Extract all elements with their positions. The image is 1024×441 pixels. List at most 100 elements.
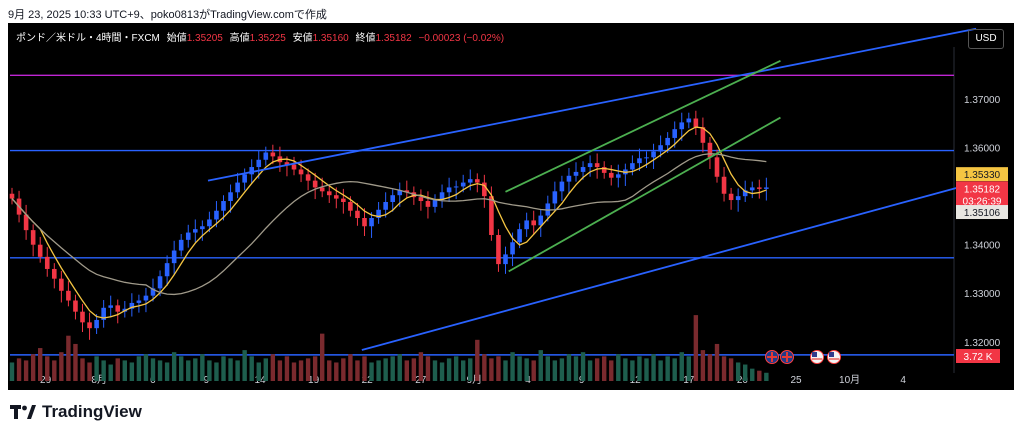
y-tick-label: 1.37000 [964,95,1001,106]
volume-bar [277,360,283,381]
volume-bar [630,360,635,381]
volume-bar [453,356,459,381]
candle-body [298,169,304,175]
volume-bar [94,356,99,381]
candle-body [446,187,452,193]
volume-bar [171,352,177,381]
candle-body [73,300,78,312]
brand-name: TradingView [42,402,142,421]
volume-bar [728,358,734,381]
y-tick-label: 1.34000 [964,241,1001,252]
currency-button[interactable]: USD [968,29,1004,49]
volume-bar [214,362,219,381]
volume-bar [411,358,417,381]
candle-body [249,167,254,175]
volume-bar [115,358,120,381]
volume-bar [341,358,346,381]
open-value: 1.35205 [186,33,223,44]
candle-body [453,186,459,188]
volume-bar [679,352,684,381]
volume-bar [735,362,741,381]
candle-body [651,151,656,158]
candle-body [383,201,388,210]
volume-bar [764,372,769,381]
candle-body [749,187,755,191]
candle-body [742,190,748,197]
volume-bar [425,356,431,381]
x-tick-label: 25 [790,375,802,386]
chart-panel[interactable]: ポンド／米ドル・4時間・FXCM 始値1.35205 高値1.35225 安値1… [8,23,1014,390]
candle-body [362,218,367,227]
volume-bar [284,356,290,381]
candle-body [601,167,607,173]
candle-body [637,158,642,164]
upper-channel-line [207,27,977,182]
candle-body [700,127,706,143]
symbol-title: ポンド／米ドル・4時間・FXCM [16,33,160,44]
candle-body [341,198,346,202]
volume-bar [73,343,78,381]
y-tick-label: 1.36000 [964,144,1001,155]
low-value: 1.35160 [312,33,349,44]
ma-fast-line [11,126,767,319]
volume-bar [59,352,64,381]
volume-bar [531,360,536,381]
candle-body [200,226,205,230]
volume-bar [30,354,36,381]
volume-bar [475,339,480,381]
candle-body [475,179,480,183]
candle-body [552,191,558,204]
candle-body [559,181,565,192]
candle-body [707,142,713,158]
ma_slow-price-label: 1.35106 [964,208,1001,219]
candle-body [207,219,212,227]
candle-body [80,311,85,323]
candle-body [517,229,522,243]
volume-bar [369,362,374,381]
candle-body [510,242,515,255]
volume-label: 3.72 K [964,352,993,363]
ma_slow-price-label-bg [956,205,1008,220]
volume-bar [87,362,92,381]
volume-bar [616,354,621,381]
candle-body [157,276,163,289]
open-label: 始値 [166,33,187,44]
tradingview-logo: TradingView [10,402,142,422]
us-flag-icon-canton [829,352,834,357]
ma_fast-price-label: 1.35330 [964,170,1001,181]
volume-bar [573,356,579,381]
volume-bar [9,362,15,381]
volume-bar [23,360,29,381]
volume-bar [390,356,395,381]
volume-bar [312,356,318,381]
candle-body [665,137,670,146]
candle-body [9,193,15,199]
candle-body [418,197,424,202]
high-value: 1.35225 [249,33,286,44]
volume-bar [383,358,388,381]
y-tick-label: 1.33000 [964,289,1001,300]
candle-body [735,196,741,201]
volume-bar [602,356,607,381]
volume-bar [714,343,720,381]
candle-body [270,152,276,157]
candle-body [108,305,113,308]
candle-body [573,171,579,176]
volume-bar [552,360,558,381]
volume-bar [461,360,466,381]
volume-bar [164,362,170,381]
volume-bar [305,358,311,381]
change-value: −0.00023 (−0.02%) [418,33,505,44]
candle-body [256,159,262,168]
candle-countdown: 03:26:39 [963,196,1002,207]
ma_fast-price-label-bg [956,167,1008,182]
volume-bar [418,352,424,381]
candle-body [23,214,29,231]
volume-bar [644,358,649,381]
volume-bar [228,358,233,381]
candle-body [390,195,395,202]
candle-body [284,162,290,165]
candle-body [87,322,92,329]
volume-bar [256,362,261,381]
candle-body [376,209,381,219]
